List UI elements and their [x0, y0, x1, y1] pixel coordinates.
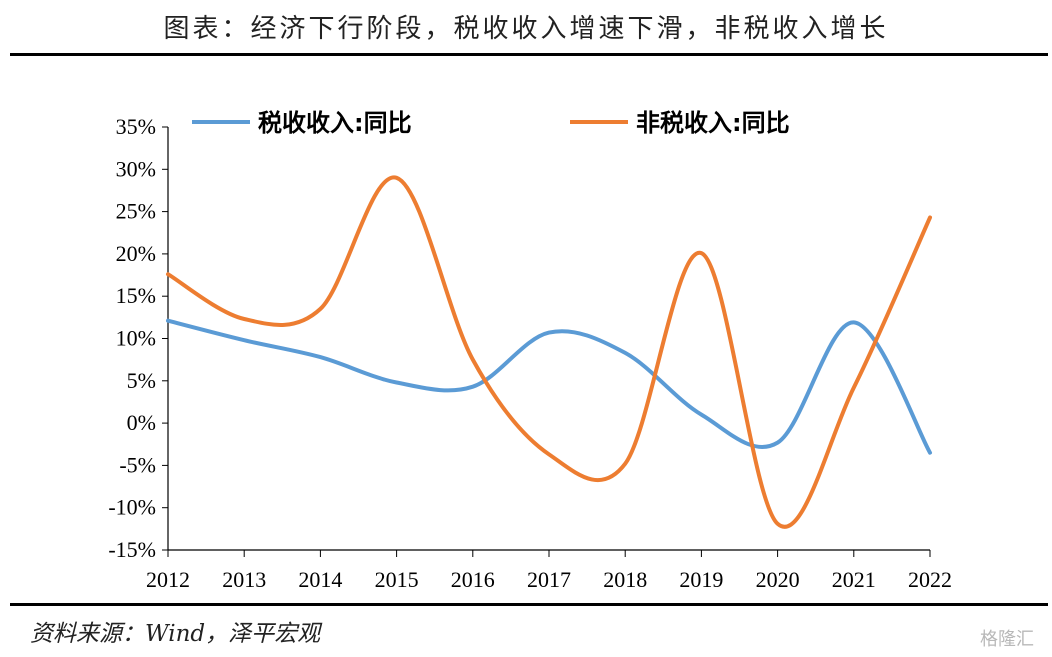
y-tick-label: -10% — [108, 495, 156, 520]
series-line-non-tax-revenue — [166, 175, 932, 529]
y-tick-label: -15% — [108, 537, 156, 562]
x-tick-label: 2021 — [832, 567, 876, 592]
y-tick-label: 0% — [127, 410, 156, 435]
series-line-tax-revenue — [166, 318, 932, 455]
y-tick-label: -5% — [119, 452, 156, 477]
x-tick-label: 2014 — [298, 567, 342, 592]
legend-label-nontax: 非税收入:同比 — [636, 109, 790, 137]
x-tick-label: 2012 — [146, 567, 190, 592]
x-tick-label: 2020 — [756, 567, 800, 592]
y-tick-label: 15% — [116, 283, 156, 308]
header-rule — [10, 53, 1048, 56]
y-tick-label: 5% — [127, 368, 156, 393]
chart-axes: 35% 30% 25% 20% 15% 10% 5% 0% -5% -10% -15% 2012 201… — [108, 114, 952, 592]
legend-label-tax: 税收收入:同比 — [258, 109, 412, 137]
chart-title: 图表：经济下行阶段，税收收入增速下滑，非税收入增长 — [163, 14, 889, 44]
footer-rule — [10, 603, 1048, 606]
x-tick-label: 2017 — [527, 567, 571, 592]
y-tick-label: 25% — [116, 199, 156, 224]
chart-legend: 税收收入:同比 非税收入:同比 — [192, 109, 790, 137]
line-chart: 35% 30% 25% 20% 15% 10% 5% 0% -5% -10% -15% 2012 201… — [108, 109, 952, 592]
x-tick-label: 2019 — [679, 567, 723, 592]
y-tick-label: 10% — [116, 326, 156, 351]
source-note: 资料来源：Wind，泽平宏观 — [30, 621, 321, 647]
y-tick-label: 20% — [116, 241, 156, 266]
x-tick-label: 2022 — [908, 567, 952, 592]
y-tick-label: 35% — [116, 114, 156, 139]
y-tick-label: 30% — [116, 156, 156, 181]
x-tick-label: 2015 — [375, 567, 419, 592]
x-tick-label: 2016 — [451, 567, 495, 592]
series-lines — [166, 175, 932, 529]
x-tick-label: 2018 — [603, 567, 647, 592]
watermark: 格隆汇 — [980, 629, 1034, 650]
x-tick-label: 2013 — [222, 567, 266, 592]
